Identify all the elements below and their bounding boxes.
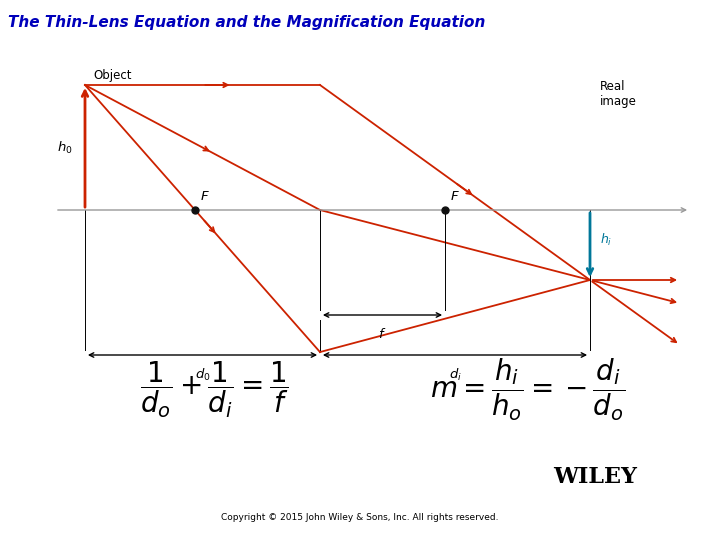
- Text: $f$: $f$: [378, 327, 387, 341]
- Text: $d_0$: $d_0$: [194, 367, 210, 383]
- Text: $\dfrac{1}{d_o}+\dfrac{1}{d_i}=\dfrac{1}{f}$: $\dfrac{1}{d_o}+\dfrac{1}{d_i}=\dfrac{1}…: [140, 360, 289, 420]
- Text: $m=\dfrac{h_i}{h_o}=-\dfrac{d_i}{d_o}$: $m=\dfrac{h_i}{h_o}=-\dfrac{d_i}{d_o}$: [430, 357, 625, 423]
- Text: WILEY: WILEY: [553, 466, 637, 488]
- Text: $h_0$: $h_0$: [57, 139, 73, 156]
- Text: Real
image: Real image: [600, 80, 637, 108]
- Text: F: F: [201, 190, 209, 203]
- Text: $h_i$: $h_i$: [600, 232, 612, 248]
- Text: Copyright © 2015 John Wiley & Sons, Inc. All rights reserved.: Copyright © 2015 John Wiley & Sons, Inc.…: [221, 513, 499, 522]
- Text: Object: Object: [93, 69, 132, 82]
- Text: F: F: [451, 190, 459, 203]
- Text: $d_i$: $d_i$: [449, 367, 462, 383]
- Text: The Thin-Lens Equation and the Magnification Equation: The Thin-Lens Equation and the Magnifica…: [8, 15, 485, 30]
